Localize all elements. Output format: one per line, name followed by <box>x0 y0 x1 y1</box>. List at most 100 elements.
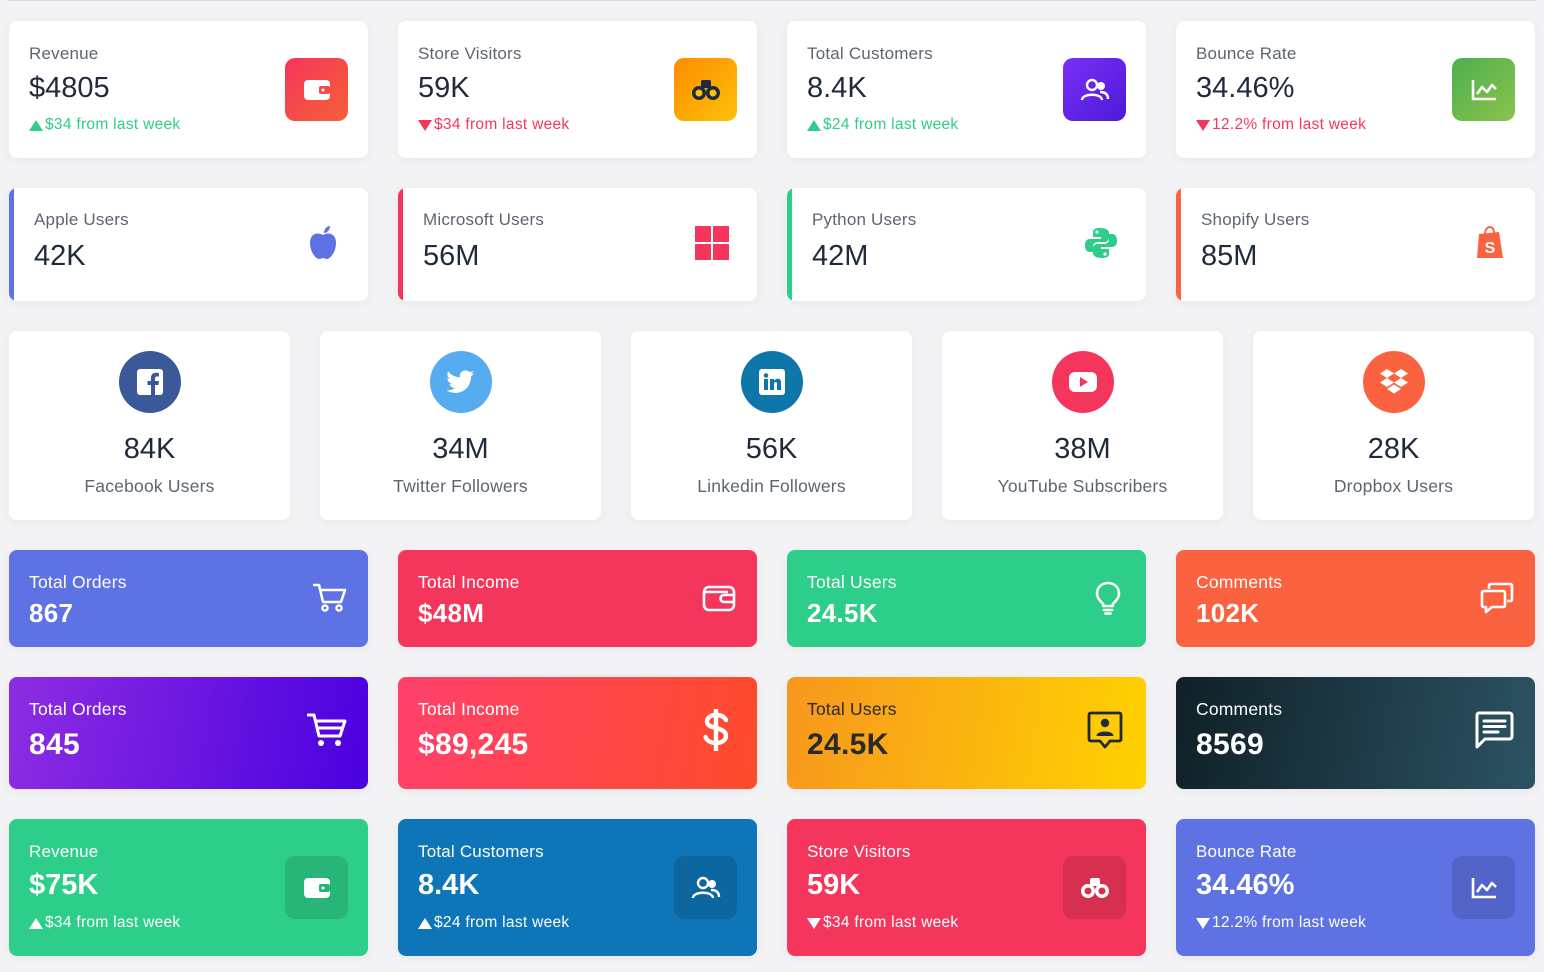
twitter-icon[interactable] <box>429 351 492 413</box>
solid-stats-row: Total Orders 867 Total Income $48M Total… <box>9 550 1535 647</box>
trend-down-icon <box>1196 917 1210 929</box>
dropbox-card[interactable]: 28K Dropbox Users <box>1253 331 1534 520</box>
twitter-card[interactable]: 34M Twitter Followers <box>320 331 601 520</box>
python-icon <box>1082 224 1120 262</box>
trend-indicator: $34 from last week <box>807 914 959 932</box>
social-label: Dropbox Users <box>1333 476 1454 496</box>
trend-down-icon <box>418 119 432 131</box>
card-value: $4805 <box>29 72 110 104</box>
card-label: Apple Users <box>34 210 129 229</box>
trend-down-icon <box>807 917 821 929</box>
apple-icon <box>304 224 342 262</box>
card-value: 102K <box>1196 598 1260 628</box>
shopify-users-card[interactable]: Shopify Users 85M S <box>1176 188 1535 301</box>
card-value: 85M <box>1201 240 1258 272</box>
card-value: 56M <box>423 240 480 272</box>
facebook-card[interactable]: 84K Facebook Users <box>9 331 290 520</box>
lightbulb-icon <box>1090 580 1126 616</box>
trend-down-icon <box>1196 119 1210 131</box>
card-label: Shopify Users <box>1201 210 1310 229</box>
card-value: 8569 <box>1196 728 1264 761</box>
card-value: 8.4K <box>418 869 480 901</box>
card-label: Total Customers <box>807 44 933 63</box>
stats-row-1: Revenue $4805 $34 from last week Store V… <box>9 21 1535 158</box>
card-label: Revenue <box>29 842 99 861</box>
social-label: Twitter Followers <box>393 476 528 496</box>
total-customers-card[interactable]: Total Customers 8.4K $24 from last week <box>787 21 1146 158</box>
revenue-colored-card[interactable]: Revenue $75K $34 from last week <box>9 819 368 956</box>
shopify-icon: S <box>1471 224 1509 262</box>
microsoft-users-card[interactable]: Microsoft Users 56M <box>398 188 757 301</box>
card-label: Total Users <box>807 699 897 719</box>
bounce-rate-colored-card[interactable]: Bounce Rate 34.46% 12.2% from last week <box>1176 819 1535 956</box>
card-label: Microsoft Users <box>423 210 545 229</box>
linkedin-card[interactable]: 56K Linkedin Followers <box>631 331 912 520</box>
card-label: Total Orders <box>29 572 127 592</box>
chart-line-icon <box>1452 856 1515 919</box>
cart-icon <box>312 580 348 616</box>
card-value: 867 <box>29 598 74 628</box>
trend-up-icon <box>418 917 432 929</box>
dropbox-icon[interactable] <box>1362 351 1425 413</box>
top-divider <box>8 0 1536 1</box>
gradient-stats-row: Total Orders 845 Total Income $89,245 To… <box>9 677 1535 789</box>
wallet-icon <box>701 580 737 616</box>
total-users-gradient-card[interactable]: Total Users 24.5K <box>787 677 1146 789</box>
social-label: Linkedin Followers <box>697 476 846 496</box>
total-customers-colored-card[interactable]: Total Customers 8.4K $24 from last week <box>398 819 757 956</box>
youtube-icon[interactable] <box>1051 351 1114 413</box>
bounce-rate-card[interactable]: Bounce Rate 34.46% 12.2% from last week <box>1176 21 1535 158</box>
trend-indicator: $24 from last week <box>807 116 959 134</box>
store-visitors-colored-card[interactable]: Store Visitors 59K $34 from last week <box>787 819 1146 956</box>
facebook-icon[interactable] <box>118 351 181 413</box>
trend-indicator: $34 from last week <box>29 914 181 932</box>
wallet-icon <box>285 856 348 919</box>
card-value: 42K <box>34 240 86 272</box>
comments-card[interactable]: Comments 102K <box>1176 550 1535 647</box>
card-label: Python Users <box>812 210 917 229</box>
users-icon <box>1063 58 1126 121</box>
linkedin-icon[interactable] <box>740 351 803 413</box>
message-icon <box>1473 709 1515 751</box>
trend-indicator: 12.2% from last week <box>1196 914 1366 932</box>
social-label: YouTube Subscribers <box>997 476 1168 496</box>
colored-stats-row: Revenue $75K $34 from last week Total Cu… <box>9 819 1535 956</box>
card-value: $48M <box>418 598 485 628</box>
card-label: Total Income <box>418 699 520 719</box>
total-orders-card[interactable]: Total Orders 867 <box>9 550 368 647</box>
trend-indicator: $34 from last week <box>418 116 570 134</box>
card-label: Total Users <box>807 572 897 592</box>
binoculars-icon <box>674 58 737 121</box>
social-count: 34M <box>432 433 489 465</box>
python-users-card[interactable]: Python Users 42M <box>787 188 1146 301</box>
comments-gradient-card[interactable]: Comments 8569 <box>1176 677 1535 789</box>
card-label: Comments <box>1196 572 1283 592</box>
social-label: Facebook Users <box>84 476 215 496</box>
trend-indicator: 12.2% from last week <box>1196 116 1366 134</box>
card-value: $75K <box>29 869 99 901</box>
trend-up-icon <box>807 119 821 131</box>
card-value: 59K <box>418 72 470 104</box>
social-count: 56K <box>745 433 798 465</box>
users-icon <box>674 856 737 919</box>
card-label: Store Visitors <box>807 842 911 861</box>
apple-users-card[interactable]: Apple Users 42K <box>9 188 368 301</box>
card-value: $89,245 <box>418 728 529 761</box>
total-orders-gradient-card[interactable]: Total Orders 845 <box>9 677 368 789</box>
card-label: Bounce Rate <box>1196 842 1297 861</box>
card-value: 34.46% <box>1196 72 1295 104</box>
chart-line-icon <box>1452 58 1515 121</box>
card-label: Comments <box>1196 699 1283 719</box>
revenue-card[interactable]: Revenue $4805 $34 from last week <box>9 21 368 158</box>
card-value: 42M <box>812 240 869 272</box>
total-income-gradient-card[interactable]: Total Income $89,245 <box>398 677 757 789</box>
store-visitors-card[interactable]: Store Visitors 59K $34 from last week <box>398 21 757 158</box>
card-value: 24.5K <box>807 598 878 628</box>
youtube-card[interactable]: 38M YouTube Subscribers <box>942 331 1223 520</box>
total-income-card[interactable]: Total Income $48M <box>398 550 757 647</box>
dollar-icon <box>695 709 737 751</box>
cart-icon <box>306 709 348 751</box>
social-count: 38M <box>1054 433 1111 465</box>
total-users-card[interactable]: Total Users 24.5K <box>787 550 1146 647</box>
card-label: Total Orders <box>29 699 127 719</box>
